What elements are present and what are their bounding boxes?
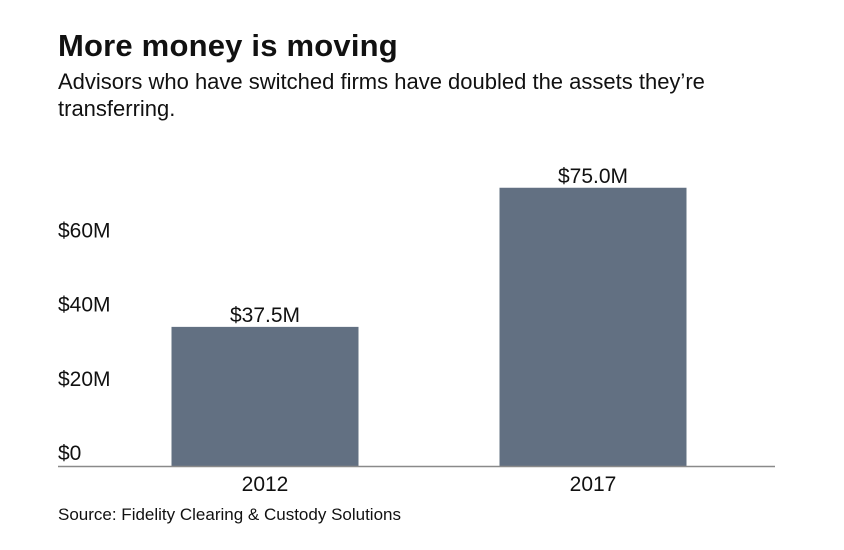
y-tick-label: $20M xyxy=(58,368,111,391)
chart-title: More money is moving xyxy=(58,28,398,63)
x-tick-label: 2017 xyxy=(570,473,617,496)
x-tick-label: 2012 xyxy=(242,473,289,496)
y-tick-label: $0 xyxy=(58,442,81,465)
chart-subtitle: Advisors who have switched firms have do… xyxy=(58,69,705,121)
bar-value-label: $75.0M xyxy=(558,165,628,188)
bar-value-label: $37.5M xyxy=(230,304,300,327)
bar xyxy=(499,187,687,466)
source-note: Source: Fidelity Clearing & Custody Solu… xyxy=(58,505,401,524)
bar xyxy=(171,326,359,466)
y-tick-label: $40M xyxy=(58,294,111,317)
y-tick-label: $60M xyxy=(58,219,111,242)
